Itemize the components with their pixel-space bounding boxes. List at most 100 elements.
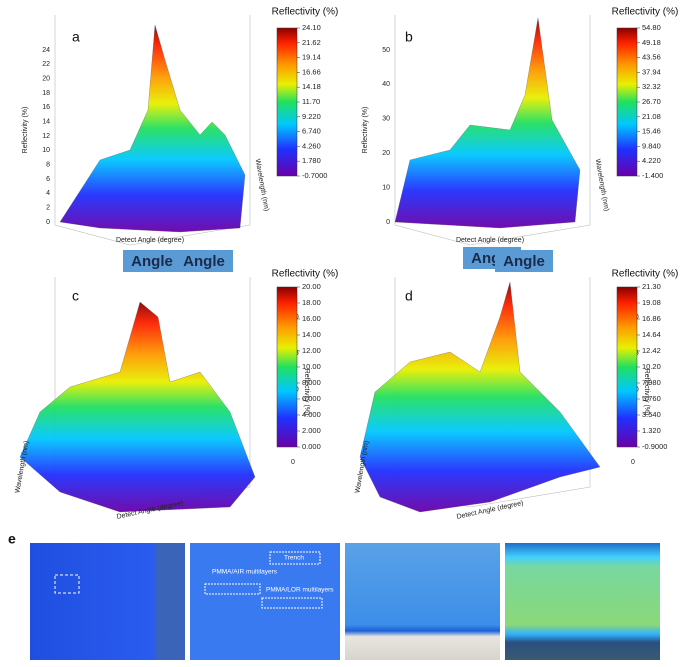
panel-label: c bbox=[72, 288, 79, 304]
colorbar-title: Reflectivity (%) bbox=[612, 7, 679, 18]
panel-label: b bbox=[405, 29, 413, 45]
colorbar-title: Reflectivity (%) bbox=[272, 269, 339, 280]
panel-label: d bbox=[405, 288, 413, 304]
x-axis-title: Detect Angle (degree) bbox=[456, 237, 524, 244]
colorbar-tick-label: 21.62 bbox=[302, 38, 321, 47]
colorbar-tick-label: -1.400 bbox=[642, 171, 663, 180]
colorbar-tick-label: 5.760 bbox=[642, 394, 661, 403]
z-axis-title: Reflectivity (%) bbox=[643, 369, 650, 416]
colorbar-tick-label: 54.80 bbox=[642, 23, 661, 32]
z-tick-label: 6 bbox=[46, 176, 50, 183]
y-axis-title: Wavelength (nm) bbox=[14, 440, 30, 493]
colorbar-tick-label: 2.000 bbox=[302, 426, 321, 435]
z-tick-label: 12 bbox=[42, 133, 50, 140]
colorbar-tick-label: 9.840 bbox=[642, 141, 661, 150]
surface bbox=[59, 24, 246, 233]
z-tick-label: 50 bbox=[382, 47, 390, 54]
panel-label: a bbox=[72, 29, 80, 45]
colorbar-tick-label: 4.260 bbox=[302, 141, 321, 150]
colorbar-tick-label: 16.66 bbox=[302, 67, 321, 76]
colorbar bbox=[616, 27, 638, 177]
colorbar-tick-label: 20.00 bbox=[302, 282, 321, 291]
z-tick-label: 22 bbox=[42, 61, 50, 68]
colorbar-tick-label: 1.320 bbox=[642, 426, 661, 435]
panel: b 0 10 20 30 40 50 Reflectivity (%) Detect Angle… bbox=[362, 7, 679, 246]
colorbar-tick-label: 14.18 bbox=[302, 82, 321, 91]
z-tick-label: 18 bbox=[42, 90, 50, 97]
z-tick-label: 10 bbox=[42, 147, 50, 154]
colorbar-title: Reflectivity (%) bbox=[612, 269, 679, 280]
colorbar-tick-label: 24.10 bbox=[302, 23, 321, 32]
colorbar-tick-label: 14.00 bbox=[302, 330, 321, 339]
colorbar-tick-label: 3.540 bbox=[642, 410, 661, 419]
colorbar bbox=[616, 286, 638, 448]
colorbar-tick-label: 21.08 bbox=[642, 112, 661, 121]
colorbar-tick-label: 6.740 bbox=[302, 127, 321, 136]
z-tick-label: 30 bbox=[382, 116, 390, 123]
angle-label: Angle bbox=[503, 253, 545, 270]
angle-box bbox=[175, 250, 233, 272]
colorbar-tick-label: 16.00 bbox=[302, 314, 321, 323]
colorbar-tick-label: 8.000 bbox=[302, 378, 321, 387]
angle-label: Angle bbox=[131, 253, 173, 270]
z-tick-label: 0 bbox=[291, 459, 295, 466]
z-tick-label: 16 bbox=[42, 104, 50, 111]
annotation: PMMA/AIR multilayers bbox=[212, 569, 278, 576]
colorbar-tick-label: 32.32 bbox=[642, 82, 661, 91]
colorbar-tick-label: -0.9000 bbox=[642, 442, 667, 451]
colorbar-tick-label: 7.980 bbox=[642, 378, 661, 387]
colorbar-tick-label: 26.70 bbox=[642, 97, 661, 106]
colorbar-tick-label: 21.30 bbox=[642, 282, 661, 291]
annotation: Trench bbox=[284, 555, 304, 562]
image bbox=[505, 543, 660, 660]
z-tick-label: 8 bbox=[46, 162, 50, 169]
colorbar-title: Reflectivity (%) bbox=[272, 7, 339, 18]
annotation-box bbox=[204, 583, 261, 595]
z-tick-label: 20 bbox=[42, 76, 50, 83]
colorbar bbox=[276, 286, 298, 448]
z-tick-label: 20 bbox=[382, 150, 390, 157]
image bbox=[30, 543, 185, 660]
z-axis-title: Reflectivity (%) bbox=[22, 107, 29, 154]
surface bbox=[19, 301, 256, 513]
colorbar-tick-label: 15.46 bbox=[642, 127, 661, 136]
y-axis-title: Wavelength (nm) bbox=[254, 158, 270, 211]
z-axis-title: Reflectivity (%) bbox=[362, 107, 369, 154]
colorbar-tick-label: 9.220 bbox=[302, 112, 321, 121]
colorbar-tick-label: -0.7000 bbox=[302, 171, 327, 180]
y-axis-title: Wavelength (nm) bbox=[594, 158, 610, 211]
annotation-box bbox=[269, 551, 321, 565]
angle-box bbox=[123, 250, 181, 272]
angle-label: Angle bbox=[183, 253, 225, 270]
colorbar-tick-label: 4.000 bbox=[302, 410, 321, 419]
x-axis-title: Detect Angle (degree) bbox=[116, 237, 184, 244]
z-tick-label: 0 bbox=[46, 219, 50, 226]
axes-box bbox=[54, 15, 251, 246]
image bbox=[190, 543, 340, 660]
colorbar-tick-label: 10.20 bbox=[642, 362, 661, 371]
colorbar-tick-label: 12.42 bbox=[642, 346, 661, 355]
z-tick-label: 4 bbox=[46, 190, 50, 197]
angle-box bbox=[495, 250, 553, 272]
colorbar-tick-label: 0.000 bbox=[302, 442, 321, 451]
colorbar-tick-label: 4.220 bbox=[642, 156, 661, 165]
colorbar-tick-label: 14.64 bbox=[642, 330, 661, 339]
z-tick-label: 40 bbox=[382, 81, 390, 88]
z-tick-label: 24 bbox=[42, 47, 50, 54]
surface bbox=[394, 17, 581, 229]
colorbar-tick-label: 37.94 bbox=[642, 67, 661, 76]
annotation-box bbox=[261, 597, 323, 609]
colorbar-tick-label: 11.70 bbox=[302, 97, 320, 106]
colorbar-tick-label: 19.14 bbox=[302, 53, 321, 62]
panel: d05101520Reflectivity (%)Detect Angle (d… bbox=[354, 269, 678, 521]
colorbar-tick-label: 1.780 bbox=[302, 156, 321, 165]
colorbar-tick-label: 12.00 bbox=[302, 346, 321, 355]
highlight-box bbox=[54, 574, 80, 594]
z-tick-label: 0 bbox=[631, 459, 635, 466]
annotation: PMMA/LOR multilayers bbox=[266, 587, 334, 594]
z-tick-label: 0 bbox=[386, 219, 390, 226]
z-axis-title: Reflectivity (%) bbox=[303, 369, 310, 416]
surface bbox=[359, 281, 601, 513]
z-tick-label: 14 bbox=[42, 119, 50, 126]
